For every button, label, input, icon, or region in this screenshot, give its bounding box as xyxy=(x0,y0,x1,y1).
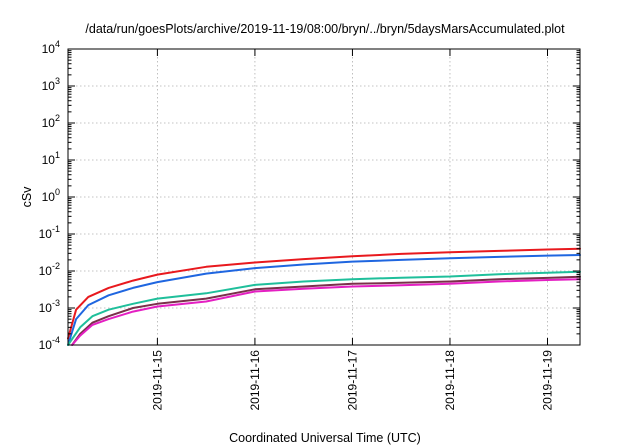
chart-title: /data/run/goesPlots/archive/2019-11-19/0… xyxy=(85,22,565,36)
y-tick-label: 10-3 xyxy=(39,298,60,315)
y-tick-base: 10 xyxy=(39,301,53,315)
y-tick-exponent: 0 xyxy=(55,187,60,197)
y-tick-label: 100 xyxy=(42,187,60,204)
x-axis-label: Coordinated Universal Time (UTC) xyxy=(229,431,421,445)
y-tick-exponent: 4 xyxy=(55,39,60,49)
y-tick-exponent: 3 xyxy=(55,76,60,86)
y-tick-exponent: -4 xyxy=(52,335,60,345)
series-layer xyxy=(67,247,581,346)
y-tick-label: 102 xyxy=(42,113,60,130)
series-line-3 xyxy=(67,270,581,346)
y-tick-label: 10-1 xyxy=(39,224,60,241)
y-tick-base: 10 xyxy=(42,116,56,130)
y-tick-base: 10 xyxy=(42,42,56,56)
y-tick-exponent: 2 xyxy=(55,113,60,123)
y-axis-label: cSv xyxy=(20,186,34,208)
y-tick-label: 103 xyxy=(42,76,60,93)
y-tick-base: 10 xyxy=(39,264,53,278)
series-line-4 xyxy=(71,275,581,346)
x-tick-label: 2019-11-19 xyxy=(540,350,554,411)
y-tick-exponent: -2 xyxy=(52,261,60,271)
x-tick-labels: 2019-11-15 2019-11-16 2019-11-17 2019-11-18… xyxy=(150,350,554,411)
y-tick-exponent: 1 xyxy=(55,150,60,160)
x-tick-label: 2019-11-17 xyxy=(345,350,359,411)
y-tick-label: 104 xyxy=(42,39,60,56)
y-tick-exponent: -3 xyxy=(52,298,60,308)
series-line-5 xyxy=(71,278,581,346)
y-tick-label: 10-4 xyxy=(39,335,60,352)
y-tick-label: 101 xyxy=(42,150,60,167)
grid-layer xyxy=(68,49,580,345)
y-tick-base: 10 xyxy=(42,190,56,204)
series-line-2 xyxy=(67,254,581,346)
y-tick-exponent: -1 xyxy=(52,224,60,234)
y-tick-label: 10-2 xyxy=(39,261,60,278)
tick-layer xyxy=(68,48,580,346)
y-tick-base: 10 xyxy=(39,227,53,241)
x-tick-label: 2019-11-16 xyxy=(248,350,262,411)
y-tick-base: 10 xyxy=(39,338,53,352)
y-tick-base: 10 xyxy=(42,79,56,93)
x-tick-label: 2019-11-18 xyxy=(443,350,457,411)
series-line-1 xyxy=(67,247,581,340)
x-tick-label: 2019-11-15 xyxy=(150,350,164,411)
y-tick-base: 10 xyxy=(42,153,56,167)
